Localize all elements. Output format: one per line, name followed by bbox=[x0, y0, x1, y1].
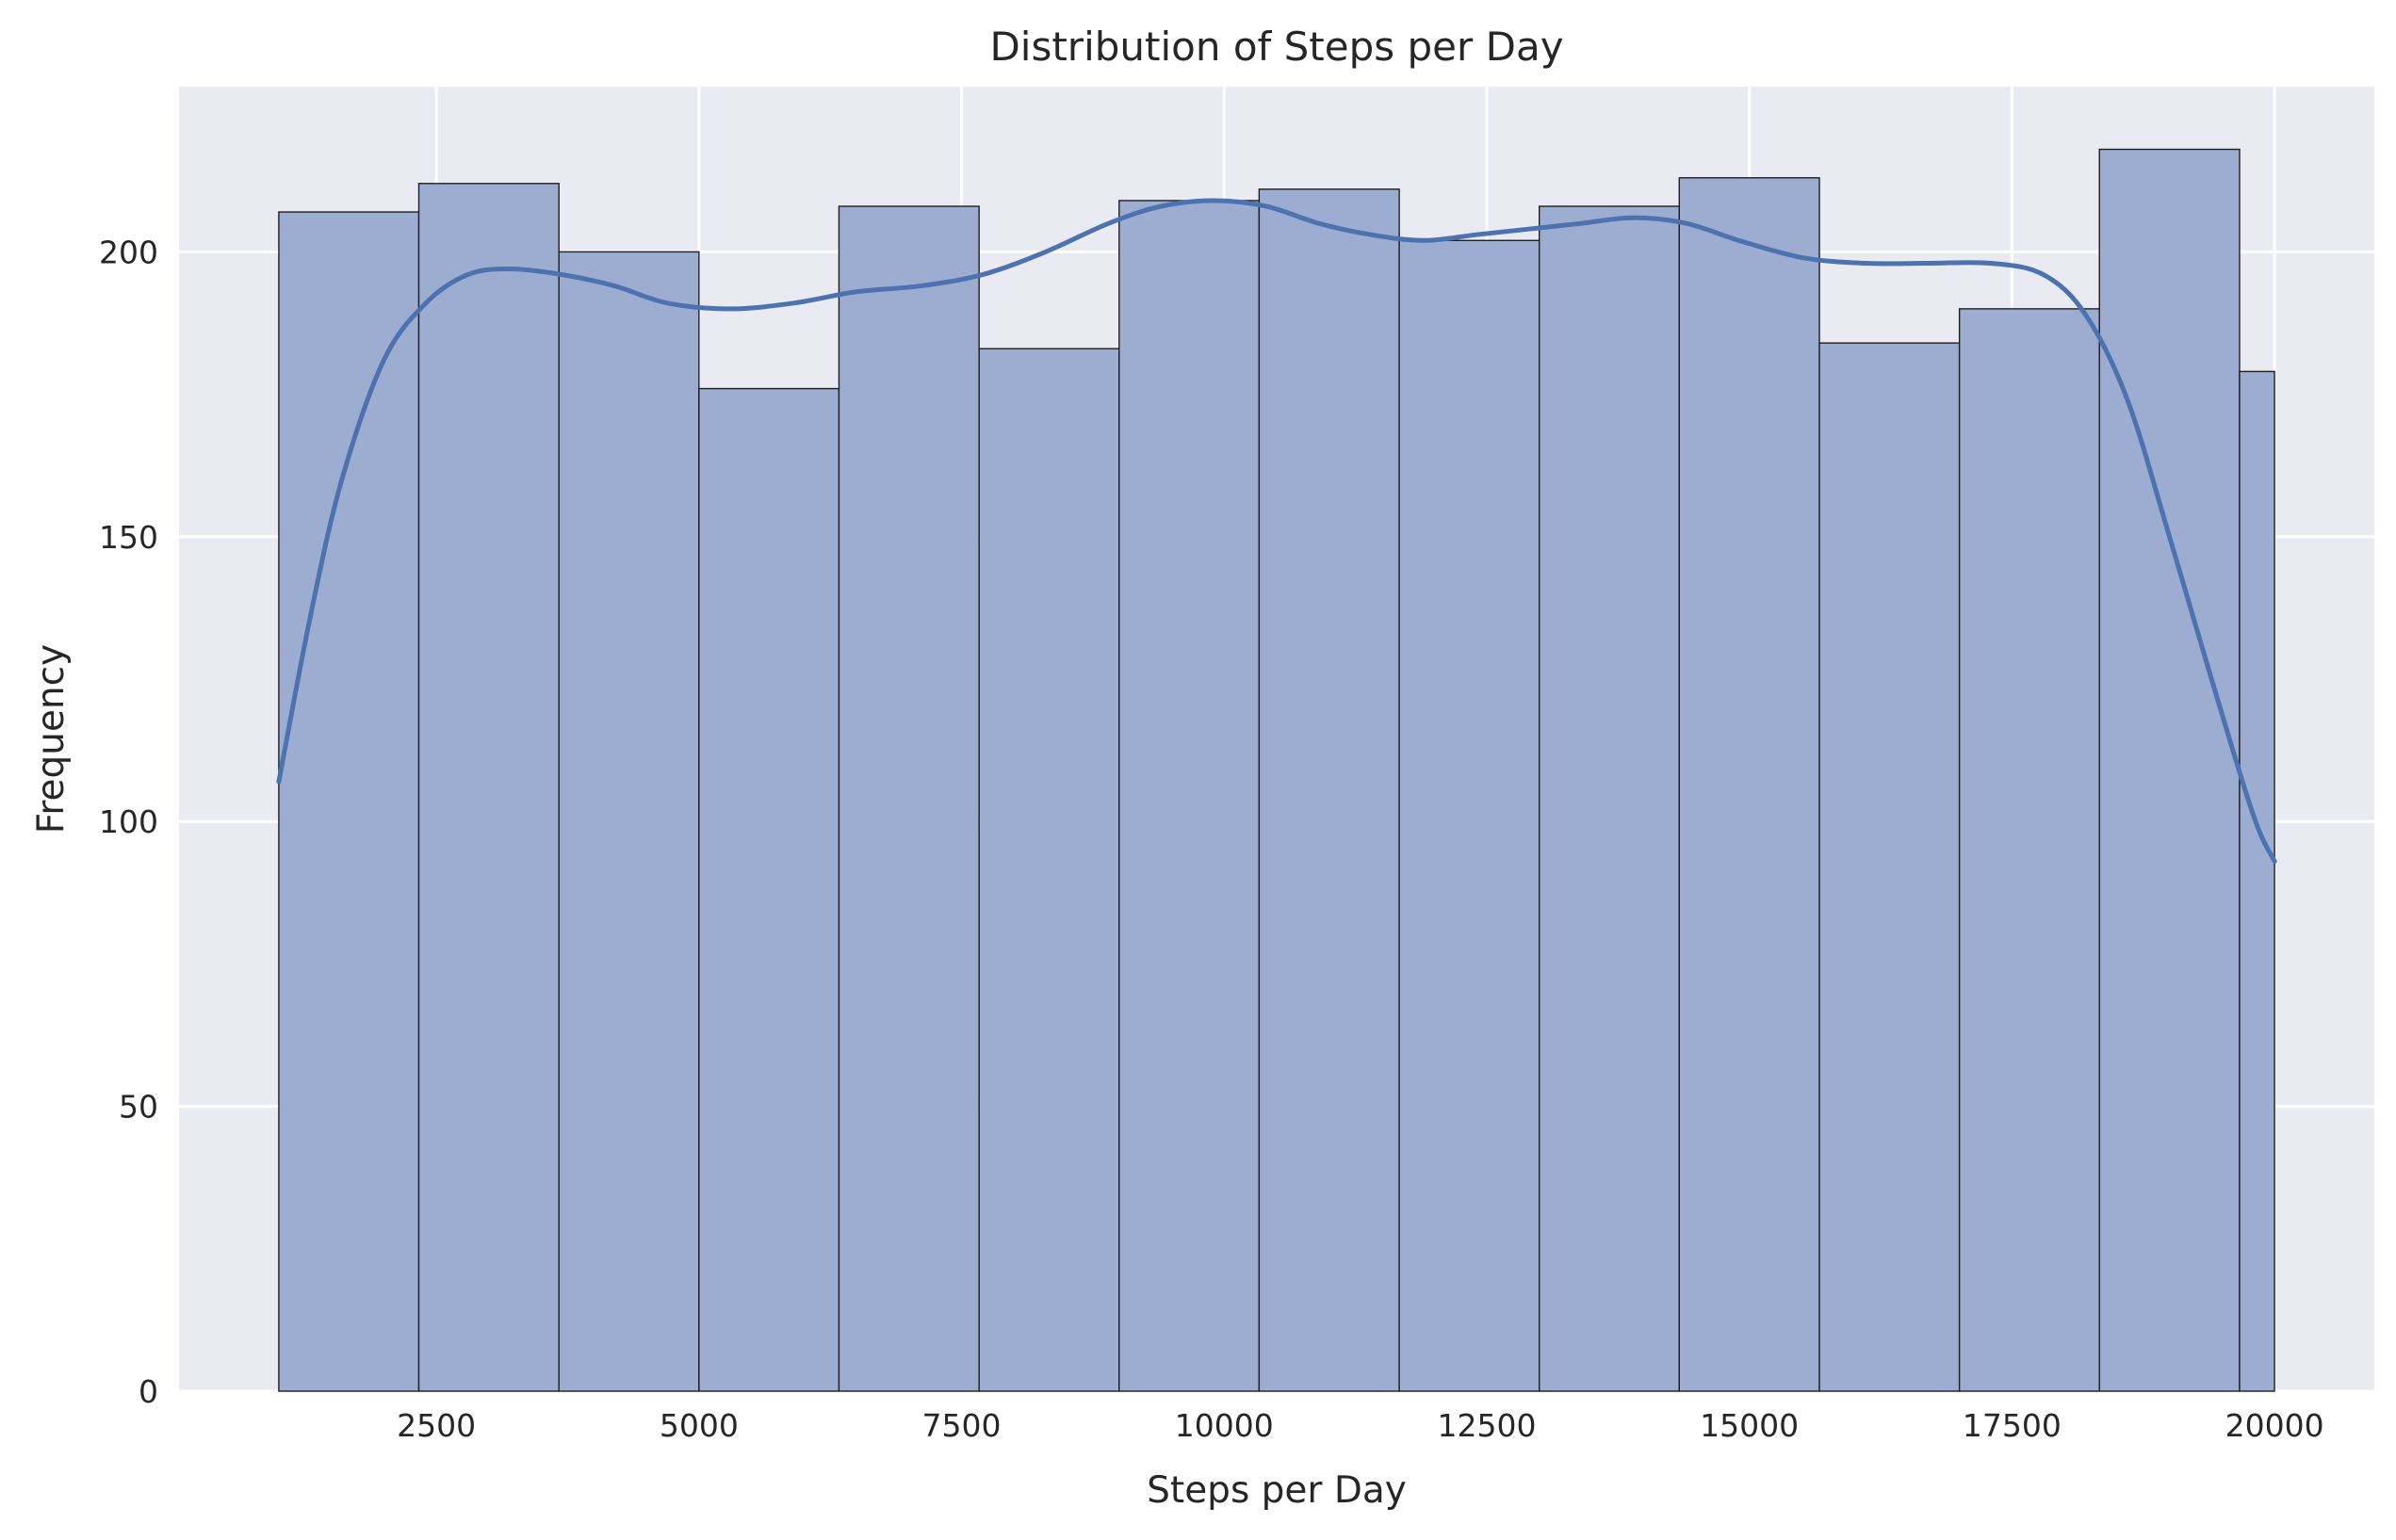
histogram-bar-2 bbox=[558, 251, 700, 1392]
histogram-bar-4 bbox=[838, 205, 980, 1392]
histogram-bar-3 bbox=[698, 387, 840, 1392]
y-axis-title: Frequency bbox=[30, 644, 73, 834]
histogram-bar-1 bbox=[417, 183, 560, 1392]
y-tick-label-4: 200 bbox=[99, 234, 158, 270]
x-tick-label-1: 5000 bbox=[660, 1407, 739, 1444]
y-axis-ticks: 0 50 100 150 200 bbox=[99, 234, 158, 1410]
y-tick-label-0: 0 bbox=[139, 1373, 158, 1410]
x-axis-ticks: 2500 5000 7500 10000 12500 15000 17500 20000 bbox=[397, 1407, 2323, 1444]
histogram-bar-6 bbox=[1118, 200, 1261, 1392]
kde-curve bbox=[276, 198, 2277, 864]
histogram-bar-11 bbox=[1818, 342, 1961, 1392]
x-tick-label-6: 17500 bbox=[1963, 1407, 2062, 1444]
histogram-bar-12 bbox=[1958, 308, 2100, 1392]
x-tick-label-4: 12500 bbox=[1437, 1407, 1536, 1444]
histogram-bar-9 bbox=[1539, 205, 1681, 1392]
histogram-bar-10 bbox=[1678, 177, 1820, 1392]
x-tick-label-3: 10000 bbox=[1175, 1407, 1274, 1444]
histogram-bar-5 bbox=[978, 348, 1120, 1392]
x-tick-label-5: 15000 bbox=[1700, 1407, 1799, 1444]
histogram-bar-0 bbox=[278, 211, 420, 1392]
y-tick-label-1: 50 bbox=[119, 1089, 158, 1126]
histogram-bar-13 bbox=[2098, 148, 2241, 1392]
histogram-bar-8 bbox=[1398, 239, 1540, 1392]
y-tick-label-2: 100 bbox=[99, 803, 158, 840]
x-axis-title: Steps per Day bbox=[1147, 1469, 1407, 1512]
x-tick-label-0: 2500 bbox=[397, 1407, 476, 1444]
chart-title: Distribution of Steps per Day bbox=[989, 24, 1563, 70]
histogram-bar-7 bbox=[1258, 188, 1400, 1392]
x-tick-label-2: 7500 bbox=[922, 1407, 1002, 1444]
histogram-bar-14 bbox=[2239, 370, 2275, 1392]
x-tick-label-7: 20000 bbox=[2225, 1407, 2324, 1444]
y-tick-label-3: 150 bbox=[99, 519, 158, 556]
histogram-bars bbox=[278, 148, 2275, 1392]
